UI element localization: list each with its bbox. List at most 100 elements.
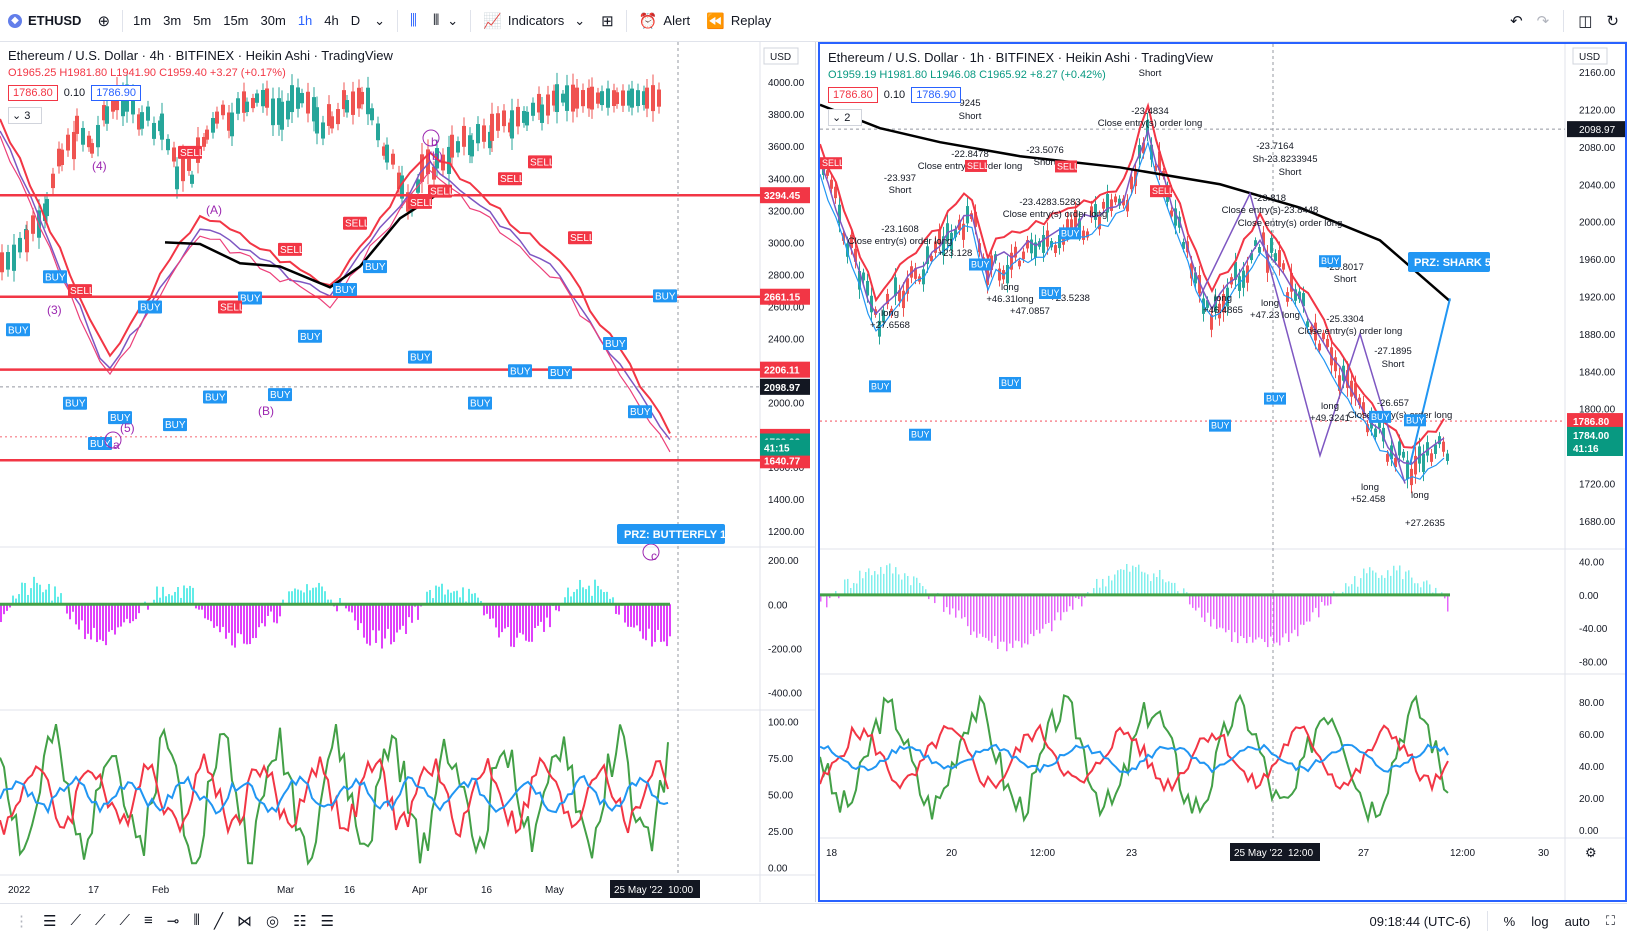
right-rsi-tick: 0.00: [1579, 826, 1599, 837]
right-osc-bar: [1210, 594, 1212, 627]
rewind-icon: ⏪: [706, 12, 725, 30]
replay-button[interactable]: ⏪ Replay: [698, 0, 779, 42]
left-chart-pane[interactable]: 4000.00 3800.00 3600.00 3400.00 3200.00 3000.…: [0, 42, 816, 902]
timeframe-3m[interactable]: 3m: [163, 13, 182, 28]
left-sell-price[interactable]: 1786.80: [8, 85, 58, 101]
layout-icon[interactable]: ◫: [1578, 13, 1593, 30]
timeframe-4h[interactable]: 4h: [324, 13, 339, 28]
menu-lines-icon[interactable]: ☰: [320, 912, 334, 930]
left-buy-label: BUY: [410, 353, 431, 364]
left-osc-bar: [33, 576, 35, 605]
sync-icon[interactable]: ↻: [1606, 13, 1619, 30]
left-candle: [166, 138, 170, 151]
right-annotation: long: [881, 308, 899, 319]
right-osc-bar: [1096, 578, 1098, 595]
timeframe-30m[interactable]: 30m: [260, 13, 286, 28]
right-osc-bar: [1327, 594, 1329, 606]
left-osc-bar: [15, 598, 17, 605]
clock-label[interactable]: 09:18:44 (UTC-6): [1369, 913, 1471, 929]
left-legend: Ethereum / U.S. Dollar · 4h · BITFINEX ·…: [8, 48, 393, 124]
log-toggle[interactable]: log: [1531, 913, 1549, 929]
auto-toggle[interactable]: auto: [1564, 913, 1590, 929]
timeframe-dropdown[interactable]: ⌄: [366, 0, 393, 42]
spiral-icon[interactable]: ◎: [265, 912, 280, 930]
left-osc-bar: [354, 604, 356, 621]
right-annotation: +23.128: [938, 248, 973, 259]
right-candle: [1190, 263, 1193, 279]
symbol-search[interactable]: ◆ ETHUSD: [0, 0, 89, 42]
horizontal-ray-icon[interactable]: ⊸: [166, 912, 180, 930]
left-osc-bar: [45, 589, 47, 605]
left-price-tick: 3800.00: [768, 110, 805, 121]
left-buy-label: BUY: [140, 302, 161, 313]
pattern-icon[interactable]: ⋈: [236, 912, 252, 930]
percent-toggle[interactable]: %: [1503, 913, 1516, 929]
timeframe-1h[interactable]: 1h: [297, 13, 313, 28]
indicators-button[interactable]: 📈 Indicators ⌄: [475, 0, 593, 42]
right-chart-canvas[interactable]: 2160.002120.002080.002040.002000.001960.…: [820, 44, 1625, 900]
right-candle: [1270, 237, 1273, 253]
left-buy-price[interactable]: 1786.90: [91, 85, 141, 101]
settings-lines-icon[interactable]: ☷: [293, 912, 307, 930]
left-buy-label: BUY: [45, 272, 66, 283]
left-sell-label: SELL: [220, 302, 245, 313]
left-change: +3.27 (+0.17%): [209, 67, 286, 79]
alert-button[interactable]: ⏰ Alert: [631, 0, 698, 42]
undo-icon[interactable]: ↶: [1510, 13, 1523, 30]
right-candle: [1114, 196, 1117, 203]
vertical-lines-icon[interactable]: ⦀: [193, 912, 200, 929]
timeframe-D[interactable]: D: [350, 13, 361, 28]
chart-type-button[interactable]: ⫴ ⌄: [425, 0, 466, 42]
menu-lines-icon[interactable]: ☰: [43, 912, 57, 930]
left-osc-bar: [216, 604, 218, 627]
right-osc-bar: [988, 594, 990, 641]
right-chart-pane[interactable]: 2160.00 2120.00 2080.00 2040.00 2000.00 1960.…: [818, 42, 1627, 902]
right-buy-price[interactable]: 1786.90: [911, 87, 961, 103]
drag-handle-icon[interactable]: ⋮: [14, 912, 29, 930]
fullscreen-icon[interactable]: ⛶: [1605, 913, 1615, 928]
left-osc-bar: [369, 604, 371, 646]
left-chart-canvas[interactable]: 4000.003800.003600.003400.003200.003000.…: [0, 42, 816, 902]
right-annotation: +47.23 long: [1250, 310, 1300, 321]
redo-icon[interactable]: ↷: [1536, 13, 1550, 30]
right-sell-price[interactable]: 1786.80: [828, 87, 878, 103]
right-collapse-button[interactable]: ⌄ 2: [828, 109, 862, 126]
left-osc-bar: [408, 604, 410, 618]
elliott-wave-icon[interactable]: ⟋: [94, 912, 106, 929]
grid-icon: ⊞: [601, 12, 614, 30]
left-candle: [205, 129, 209, 140]
templates-button[interactable]: ⊞: [593, 0, 622, 42]
trendline-icon[interactable]: ╱: [213, 912, 223, 930]
trend-angle-icon[interactable]: ⟋: [119, 912, 130, 929]
right-candle: [1138, 145, 1141, 159]
left-buy-label: BUY: [605, 339, 626, 350]
left-collapse-button[interactable]: ⌄ 3: [8, 107, 42, 124]
left-osc-bar: [603, 592, 605, 605]
left-candle: [60, 149, 64, 165]
left-candle: [330, 116, 334, 129]
abc-wave-icon[interactable]: ⟋: [70, 912, 81, 929]
left-osc-bar: [315, 587, 317, 605]
right-osc-bar: [1396, 570, 1398, 595]
left-sell-label: SELL: [180, 148, 205, 159]
timeframe-15m[interactable]: 15m: [223, 13, 249, 28]
right-candle: [1026, 240, 1029, 249]
left-buy-label: BUY: [510, 366, 531, 377]
right-candle: [1006, 264, 1009, 284]
fib-icon[interactable]: ≡: [144, 912, 153, 929]
right-annotation: -23.5076: [1026, 145, 1064, 156]
right-osc-bar: [1045, 594, 1047, 625]
timeframe-1m[interactable]: 1m: [133, 13, 152, 28]
bottom-divider: [1486, 911, 1488, 931]
timeframe-5m[interactable]: 5m: [193, 13, 212, 28]
bar-style-button[interactable]: ⫼: [402, 0, 425, 42]
right-price-tag: [1567, 440, 1623, 456]
right-buy-label: BUY: [1406, 415, 1425, 425]
compare-button[interactable]: ⊕: [89, 0, 118, 42]
left-osc-bar: [381, 604, 383, 649]
timeframe-group: 1m 3m 5m 15m 30m 1h 4h D: [127, 0, 366, 42]
left-ma-red: [0, 118, 671, 434]
left-osc-bar: [531, 604, 533, 642]
left-candle: [555, 84, 559, 113]
right-candle: [1066, 219, 1069, 235]
